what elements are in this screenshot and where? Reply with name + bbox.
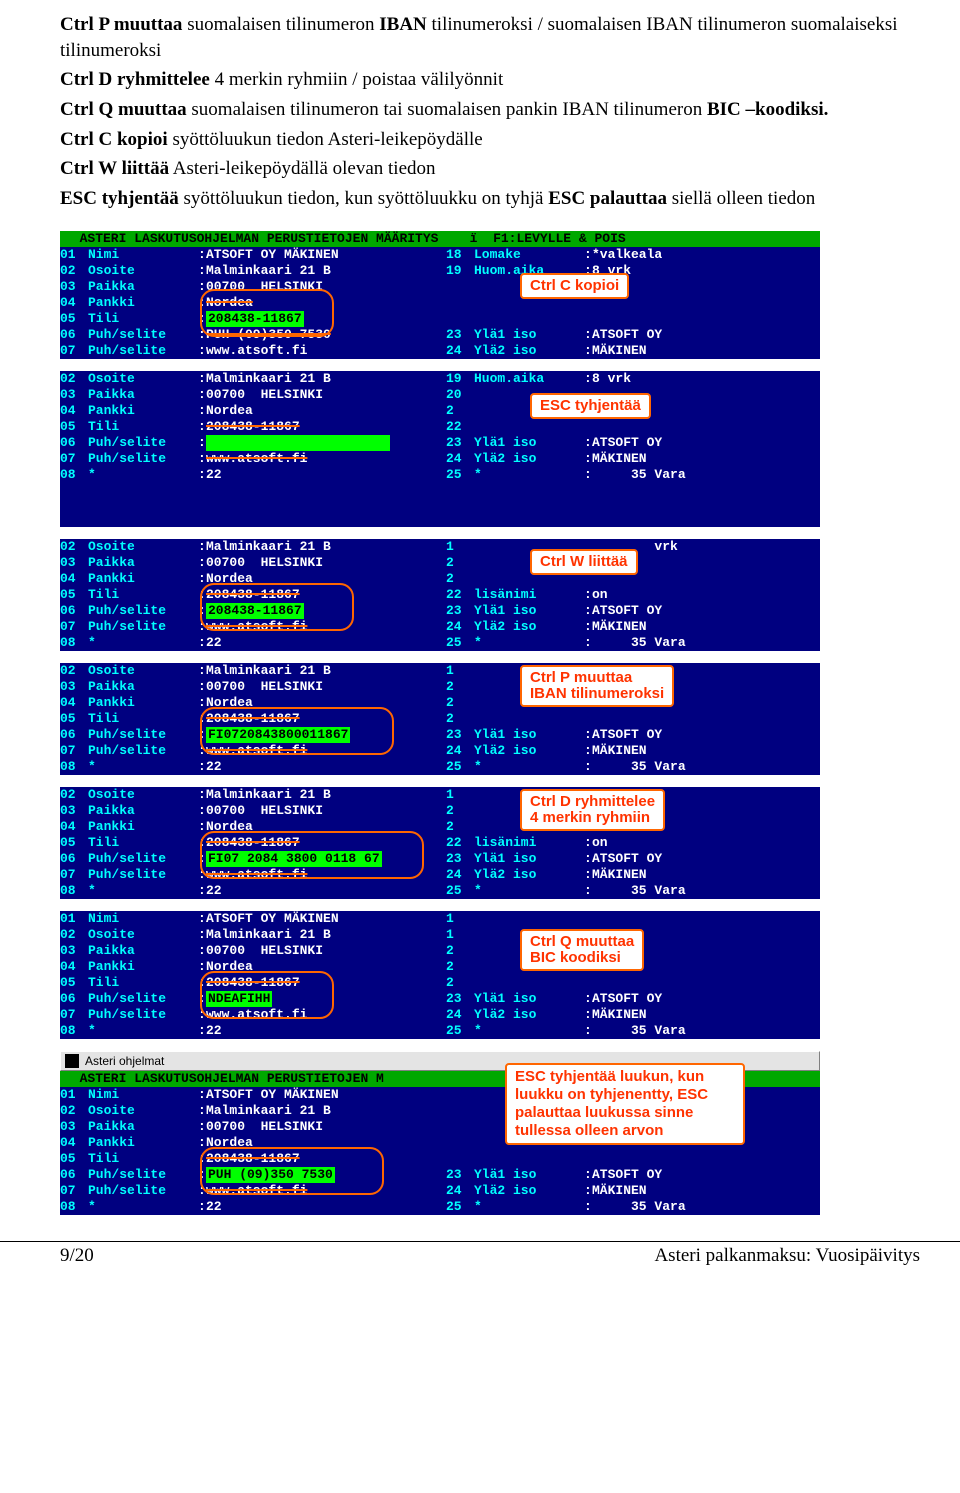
footer-rule	[0, 1241, 960, 1242]
terminal-4: 02Osoite:Malminkaari 21 B1 03Paikka:0070…	[60, 663, 820, 775]
terminal-5: 02Osoite:Malminkaari 21 B1 03Paikka:0070…	[60, 787, 820, 899]
highlight-circle-2	[60, 483, 260, 527]
highlight-pasted: 208438-11867	[206, 603, 304, 619]
callout-ctrl-w: Ctrl W liittää	[530, 549, 638, 575]
bold-ctrl-p: Ctrl P muuttaa	[60, 14, 182, 35]
para-ctrl-w: Ctrl W liittää Asteri-leikepöydällä olev…	[60, 156, 920, 182]
page-number: 9/20	[60, 1245, 94, 1267]
terminal-header: ASTERI LASKUTUSOHJELMAN PERUSTIETOJEN MÄ…	[60, 231, 820, 247]
highlight-restored: PUH (09)350 7530	[206, 1167, 335, 1183]
para-ctrl-c: Ctrl C kopioi syöttöluukun tiedon Asteri…	[60, 127, 920, 153]
callout-ctrl-d: Ctrl D ryhmittelee 4 merkin ryhmiin	[520, 789, 665, 831]
terminal-2: 02Osoite:Malminkaari 21 B19Huom.aika:8 v…	[60, 371, 820, 527]
terminal-6: 01Nimi:ATSOFT OY MÄKINEN1 02Osoite:Malmi…	[60, 911, 820, 1039]
para-esc: ESC tyhjentää syöttöluukun tiedon, kun s…	[60, 186, 920, 212]
callout-ctrl-c: Ctrl C kopioi	[520, 273, 629, 299]
terminal-3: 02Osoite:Malminkaari 21 B1 vrk 03Paikka:…	[60, 539, 820, 651]
terminal-1: ASTERI LASKUTUSOHJELMAN PERUSTIETOJEN MÄ…	[60, 231, 820, 359]
para-ctrl-q: Ctrl Q muuttaa suomalaisen tilinumeron t…	[60, 97, 920, 123]
para-ctrl-p: Ctrl P muuttaa suomalaisen tilinumeron I…	[60, 12, 920, 63]
highlight-empty	[206, 435, 390, 451]
para-ctrl-d: Ctrl D ryhmittelee 4 merkin ryhmiin / po…	[60, 67, 920, 93]
app-icon	[65, 1054, 79, 1068]
callout-esc-restore: ESC tyhjentää luukun, kun luukku on tyhj…	[505, 1063, 745, 1145]
highlight-bic: NDEAFIHH	[206, 991, 272, 1007]
highlight-iban-grouped: FI07 2084 3800 0118 67	[206, 851, 382, 867]
terminal-7: ASTERI LASKUTUSOHJELMAN PERUSTIETOJEN M …	[60, 1071, 820, 1215]
callout-esc: ESC tyhjentää	[530, 393, 651, 419]
footer-title: Asteri palkanmaksu: Vuosipäivitys	[654, 1245, 920, 1267]
window-title: Asteri ohjelmat	[85, 1054, 164, 1068]
highlight-iban: FI0720843800011867	[206, 727, 350, 743]
callout-ctrl-q: Ctrl Q muuttaa BIC koodiksi	[520, 929, 644, 971]
callout-ctrl-p: Ctrl P muuttaa IBAN tilinumeroksi	[520, 665, 674, 707]
page-footer: 9/20 Asteri palkanmaksu: Vuosipäivitys	[0, 1245, 960, 1275]
highlight-tili: 208438-11867	[206, 311, 304, 327]
